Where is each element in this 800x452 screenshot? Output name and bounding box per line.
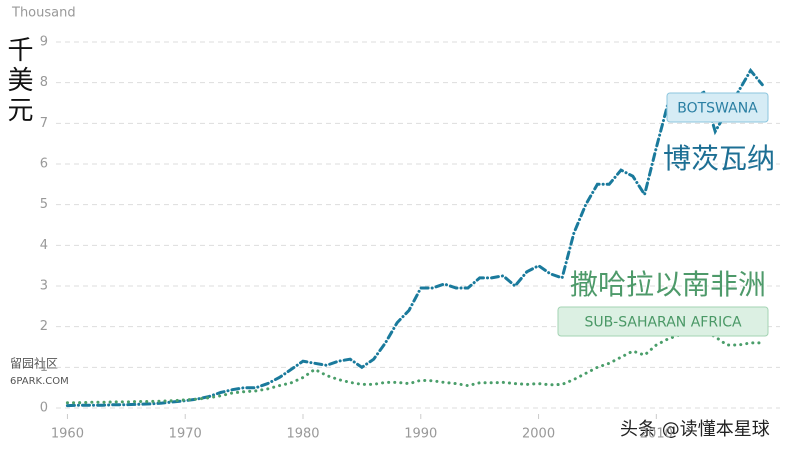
x-tick-label: 1990: [404, 427, 437, 442]
y-tick-label: 7: [40, 116, 48, 131]
x-tick-label: 2010: [640, 427, 673, 442]
series-label: BOTSWANA: [666, 92, 769, 123]
label-box: [557, 306, 769, 337]
y-axis-label: 千美元: [3, 36, 33, 126]
watermark-site: 留园社区: [10, 356, 58, 371]
y-tick-label: 3: [40, 279, 48, 294]
series-line: [65, 67, 764, 408]
y-tick-label: 9: [40, 35, 48, 50]
y-tick-label: 0: [40, 401, 48, 416]
y-tick-label: 5: [40, 197, 48, 212]
x-tick-label: 1980: [286, 427, 319, 442]
watermark: 头条 @读懂本星球: [620, 419, 770, 440]
y-tick-label: 6: [40, 157, 48, 172]
y-tick-label: 8: [40, 75, 48, 90]
x-tick-label: 1960: [51, 427, 84, 442]
series-label: SUB-SAHARAN AFRICA: [557, 306, 769, 337]
legend-label-zh: 撒哈拉以南非洲: [570, 268, 766, 301]
legend-label: SUB-SAHARAN AFRICA: [584, 315, 742, 331]
series-line: [65, 329, 764, 405]
watermark-site: 6PARK.COM: [10, 376, 69, 387]
legend-label: BOTSWANA: [677, 101, 758, 117]
x-tick-label: 1970: [169, 427, 202, 442]
label-box: [666, 92, 769, 123]
x-tick-label: 2000: [522, 427, 555, 442]
y-tick-label: 2: [40, 319, 48, 334]
legend-label-zh: 博茨瓦纳: [663, 142, 775, 175]
y-tick-label: 4: [40, 238, 48, 253]
unit-label: Thousand: [11, 6, 76, 21]
y-tick-label: 1: [40, 360, 48, 375]
